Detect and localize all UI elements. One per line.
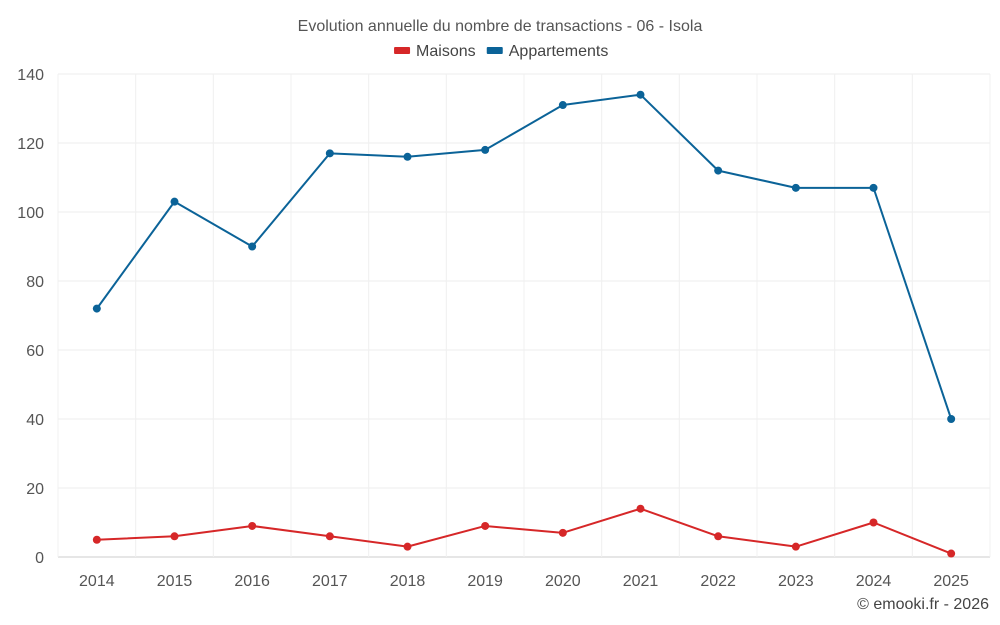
data-point-maisons <box>636 504 645 513</box>
data-point-maisons <box>947 549 956 558</box>
data-point-maisons <box>869 518 878 527</box>
data-point-appartements <box>481 145 490 154</box>
x-tick-label: 2021 <box>623 573 659 590</box>
y-tick-label: 100 <box>17 205 44 222</box>
legend-swatch-appartements <box>486 47 503 54</box>
data-point-maisons <box>325 532 334 541</box>
x-tick-label: 2015 <box>157 573 193 590</box>
legend: Maisons Appartements <box>394 43 608 60</box>
data-point-appartements <box>791 183 800 192</box>
x-tick-label: 2020 <box>545 573 581 590</box>
data-point-appartements <box>170 197 179 206</box>
chart-title: Evolution annuelle du nombre de transact… <box>298 18 703 35</box>
y-tick-label: 80 <box>26 274 44 291</box>
y-tick-label: 0 <box>35 550 44 567</box>
data-point-maisons <box>248 521 257 530</box>
x-tick-label: 2014 <box>79 573 115 590</box>
data-point-maisons <box>92 535 101 544</box>
credit-text: © emooki.fr - 2026 <box>857 596 989 613</box>
series-line-appartements <box>96 93 953 420</box>
data-point-appartements <box>947 415 956 423</box>
x-tick-label: 2017 <box>312 573 348 590</box>
data-point-maisons <box>403 542 412 551</box>
data-point-appartements <box>714 166 723 175</box>
series-line-maisons <box>96 507 952 555</box>
data-point-appartements <box>325 149 334 158</box>
grid <box>57 73 991 558</box>
x-tick-label: 2022 <box>700 573 736 590</box>
y-axis: 0 20 40 60 80 100 120 140 <box>17 67 44 567</box>
series-group <box>92 90 956 558</box>
legend-swatch-maisons <box>394 47 411 54</box>
data-point-appartements <box>869 183 878 192</box>
y-tick-label: 140 <box>17 67 44 84</box>
y-tick-label: 60 <box>26 343 44 360</box>
y-tick-label: 20 <box>26 481 44 498</box>
legend-label-appartements: Appartements <box>509 43 609 60</box>
y-tick-label: 40 <box>26 412 44 429</box>
data-point-maisons <box>791 542 800 551</box>
legend-label-maisons: Maisons <box>416 43 476 60</box>
x-axis: 2014 2015 2016 2017 2018 2019 2020 2021 2022 2023… <box>79 573 969 590</box>
data-point-maisons <box>481 521 490 530</box>
data-point-maisons <box>170 532 179 541</box>
data-point-appartements <box>403 152 412 161</box>
x-tick-label: 2025 <box>933 573 969 590</box>
y-tick-label: 120 <box>17 136 44 153</box>
data-point-appartements <box>636 90 645 99</box>
data-point-appartements <box>558 101 567 110</box>
data-point-appartements <box>248 242 257 251</box>
data-point-appartements <box>92 304 101 313</box>
x-tick-label: 2024 <box>856 573 892 590</box>
x-tick-label: 2019 <box>467 573 503 590</box>
data-point-maisons <box>714 532 723 541</box>
data-point-maisons <box>558 528 567 537</box>
x-tick-label: 2023 <box>778 573 814 590</box>
x-tick-label: 2016 <box>234 573 270 590</box>
x-tick-label: 2018 <box>390 573 426 590</box>
